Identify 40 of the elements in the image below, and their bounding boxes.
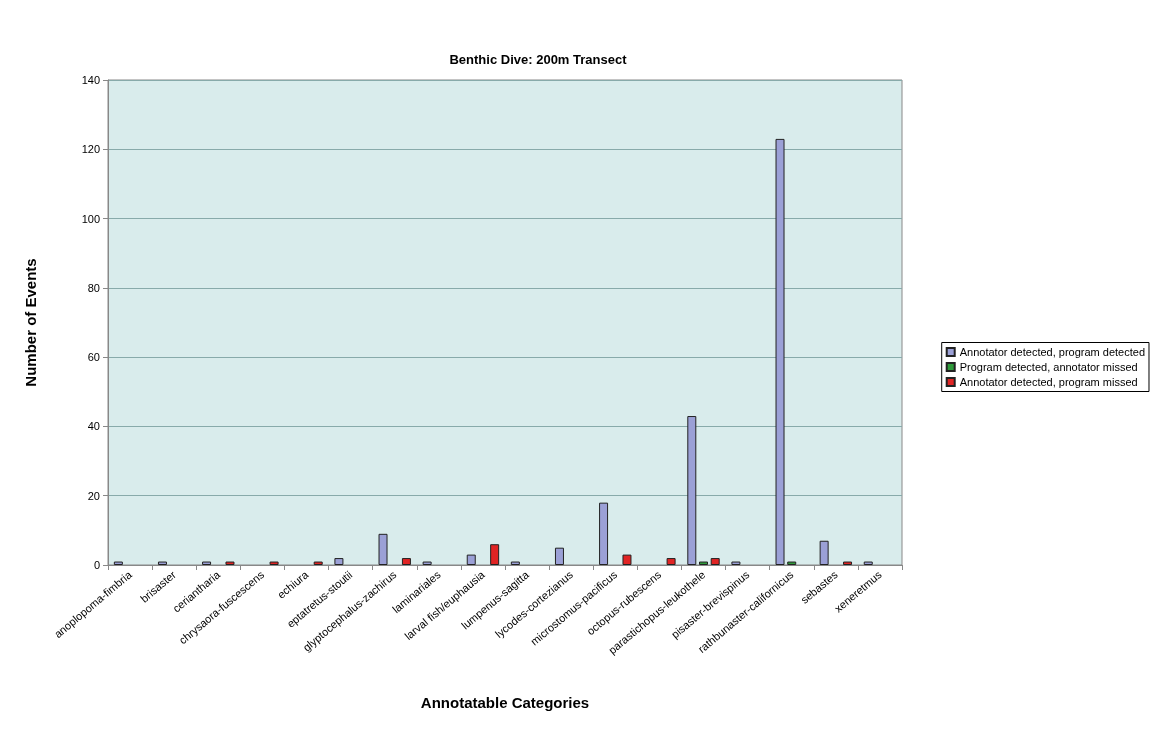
y-tick-label: 140 bbox=[81, 74, 100, 86]
bar bbox=[787, 561, 797, 565]
bar bbox=[401, 558, 411, 565]
legend-label: Program detected, annotator missed bbox=[959, 361, 1138, 373]
y-tick-label: 80 bbox=[87, 281, 100, 294]
bar bbox=[422, 561, 432, 565]
bar bbox=[622, 554, 632, 565]
bar bbox=[157, 561, 167, 565]
y-tick-label: 120 bbox=[81, 143, 100, 156]
legend-label: Annotator detected, program missed bbox=[959, 376, 1138, 388]
bar bbox=[666, 558, 676, 565]
y-axis-title: Number of Events bbox=[22, 258, 39, 387]
x-axis-title: Annotatable Categories bbox=[420, 694, 590, 711]
bar bbox=[699, 561, 708, 565]
bar bbox=[731, 561, 741, 565]
bar bbox=[710, 558, 720, 565]
bar bbox=[599, 502, 609, 565]
y-tick-label: 100 bbox=[81, 212, 100, 225]
bar bbox=[819, 540, 829, 565]
bar bbox=[378, 533, 388, 565]
chart-title: Benthic Dive: 200m Transect bbox=[449, 52, 628, 67]
y-tick-label: 0 bbox=[93, 559, 100, 571]
y-tick-label: 60 bbox=[87, 351, 100, 364]
bar bbox=[843, 561, 853, 565]
bar bbox=[490, 544, 500, 565]
legend-label: Annotator detected, program detected bbox=[959, 346, 1146, 358]
bar bbox=[510, 561, 520, 565]
bar bbox=[334, 558, 344, 565]
bar bbox=[775, 138, 785, 565]
bar bbox=[687, 416, 697, 565]
bar bbox=[225, 561, 235, 565]
bar bbox=[466, 554, 476, 565]
bar bbox=[202, 561, 212, 565]
y-tick-label: 40 bbox=[87, 420, 100, 433]
bar bbox=[269, 561, 279, 565]
bar bbox=[554, 547, 564, 565]
y-tick-label: 20 bbox=[87, 489, 100, 502]
bar bbox=[313, 561, 323, 565]
bar bbox=[863, 561, 873, 565]
bar bbox=[113, 561, 123, 565]
